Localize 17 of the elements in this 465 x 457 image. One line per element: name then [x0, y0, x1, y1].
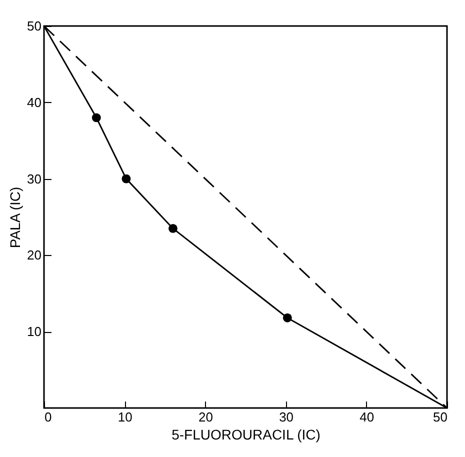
point: [168, 224, 178, 233]
x-tick-label: 20: [198, 410, 213, 424]
point: [282, 313, 292, 322]
x-tick-label: 0: [44, 410, 52, 424]
x-tick-label: 30: [279, 410, 294, 424]
x-axis-title: 5-FLUOROURACIL (IC): [172, 426, 320, 442]
y-tick-label: 50: [27, 18, 42, 34]
x-tick-label: 50: [433, 410, 448, 424]
x-tick-label: 10: [118, 410, 132, 424]
y-tick-label: 20: [27, 248, 42, 263]
y-tick-label: 10: [27, 324, 42, 340]
x-tick-label: 40: [360, 410, 374, 424]
point: [122, 174, 131, 184]
y-tick-label: 40: [27, 94, 42, 110]
point: [92, 113, 101, 122]
y-tick-label: 30: [27, 171, 42, 186]
y-axis-title: PALA (IC): [7, 186, 24, 248]
